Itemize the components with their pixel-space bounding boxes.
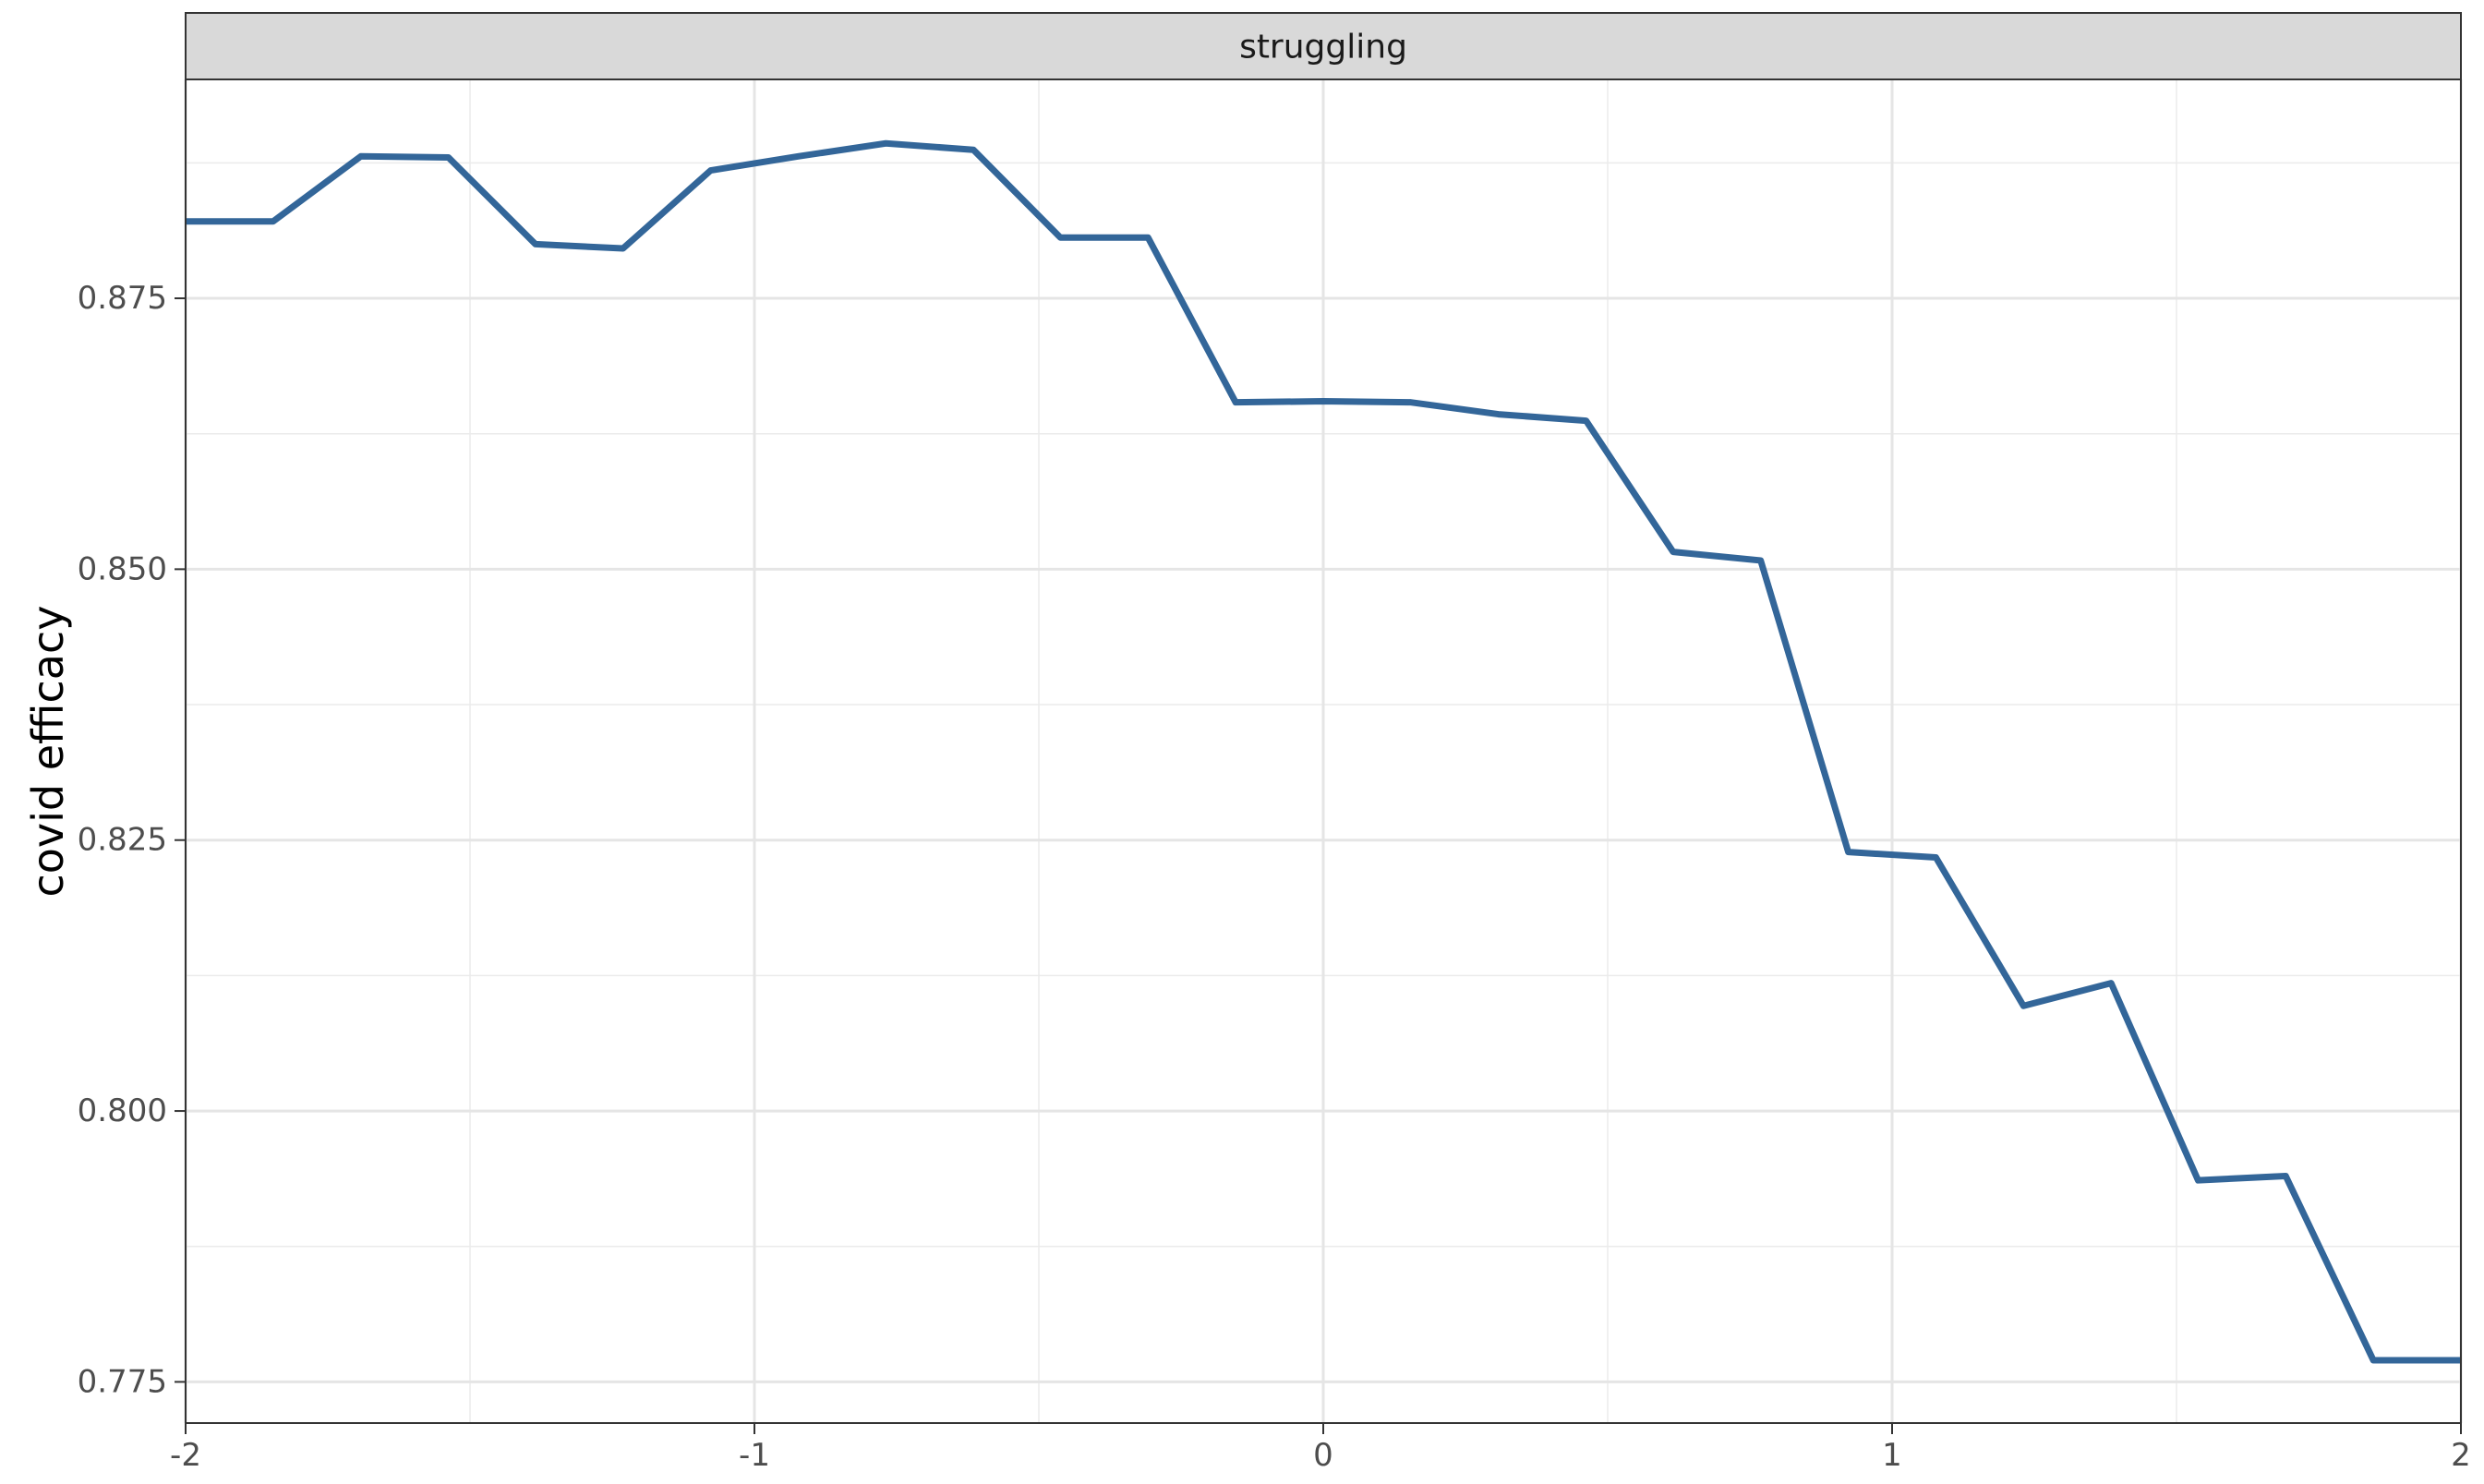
y-tick-label: 0.850 xyxy=(78,550,167,587)
y-tick-label: 0.800 xyxy=(78,1092,167,1129)
data-point xyxy=(1933,854,1939,861)
data-point xyxy=(357,153,364,160)
y-tick-label: 0.825 xyxy=(78,822,167,859)
data-point xyxy=(971,147,977,153)
data-point xyxy=(2370,1357,2377,1363)
data-point xyxy=(1407,399,1414,405)
y-tick-label: 0.875 xyxy=(78,280,167,317)
y-axis-title: covid efficacy xyxy=(23,605,73,897)
x-tick-label: -2 xyxy=(170,1437,201,1474)
data-point xyxy=(1320,398,1327,404)
data-point xyxy=(795,153,802,160)
data-point xyxy=(2195,1177,2201,1184)
data-point xyxy=(1583,417,1589,424)
facet-strip xyxy=(185,12,2462,80)
series-layer xyxy=(186,139,2461,1364)
x-tick-label: 1 xyxy=(1882,1437,1902,1474)
x-tick-label: 0 xyxy=(1313,1437,1333,1474)
data-point xyxy=(532,241,538,247)
data-point xyxy=(707,167,714,174)
data-point xyxy=(1057,235,1064,241)
x-tick-label: -1 xyxy=(739,1437,770,1474)
x-axis: -2 -1 0 1 2 xyxy=(170,1423,2471,1474)
x-tick-label: 2 xyxy=(2451,1437,2471,1474)
data-point xyxy=(1845,849,1851,855)
data-point xyxy=(1495,411,1501,417)
data-point xyxy=(620,246,626,252)
data-point xyxy=(1757,557,1764,563)
data-point xyxy=(1145,235,1152,241)
y-axis: 0.775 0.800 0.825 0.850 0.875 xyxy=(78,280,186,1400)
data-point xyxy=(2020,1003,2027,1009)
data-point xyxy=(1670,549,1676,555)
y-tick-label: 0.775 xyxy=(78,1363,167,1400)
data-point xyxy=(2283,1173,2289,1179)
data-point xyxy=(1233,399,1239,405)
facet-label: struggling xyxy=(1239,29,1407,66)
series-line-0 xyxy=(186,139,2461,1364)
data-point xyxy=(445,154,452,161)
data-point xyxy=(2108,980,2115,986)
data-point xyxy=(883,140,889,147)
data-point xyxy=(270,218,276,224)
